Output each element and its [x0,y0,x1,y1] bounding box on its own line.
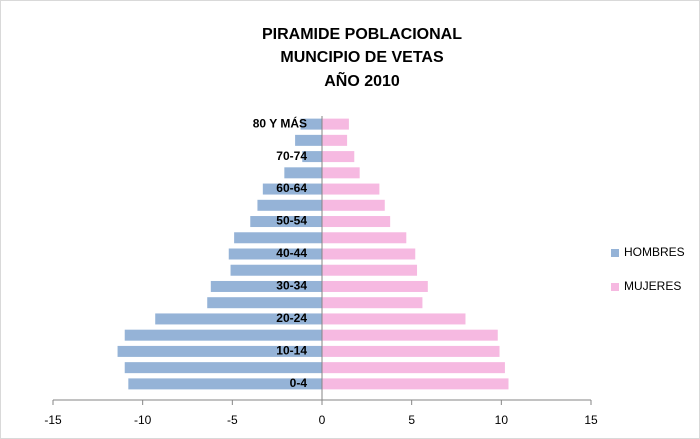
x-tick-label: -10 [134,413,152,427]
x-tick-label: -5 [227,413,238,427]
legend-label: HOMBRES [624,245,685,259]
bar [302,151,322,163]
bar [322,329,498,341]
bar [322,151,355,163]
legend-swatch [611,249,619,257]
bar [322,248,416,260]
bar [250,216,322,228]
bar [284,167,322,179]
chart-title: PIRAMIDE POBLACIONAL [262,26,462,43]
bar [207,297,322,309]
bar [322,280,428,292]
bar [322,345,500,357]
bar [322,199,385,211]
legend-swatch [611,283,619,291]
category-label: 40-44 [276,246,307,260]
x-tick-label: 10 [495,413,509,427]
bar [262,183,322,195]
x-tick-label: 15 [584,413,598,427]
category-label: 0-4 [290,376,308,390]
category-label: 70-74 [276,149,307,163]
bar [300,118,322,130]
category-label: 50-54 [276,214,307,228]
bar [322,134,348,146]
bar [322,216,391,228]
category-label: 20-24 [276,311,307,325]
legend-label: MUJERES [624,279,681,293]
bar [117,345,322,357]
bar [230,264,322,276]
x-tick-label: 5 [408,413,415,427]
category-label: 60-64 [276,181,307,195]
bar [295,134,322,146]
bar [322,362,505,374]
bar [322,118,349,130]
chart-title: MUNCIPIO DE VETAS [280,49,444,66]
category-label: 80 Y MÁS [253,115,307,130]
x-tick-label: -15 [44,413,62,427]
bar [322,378,509,390]
bar [322,297,423,309]
bar [322,232,407,244]
chart-title: AÑO 2010 [324,70,400,90]
x-tick-label: 0 [319,413,326,427]
bar [322,313,466,325]
bar [124,362,322,374]
bar [124,329,322,341]
bar [155,313,322,325]
category-label: 30-34 [276,279,307,293]
bar [128,378,322,390]
bar [322,167,360,179]
category-label: 10-14 [276,344,307,358]
bar [228,248,322,260]
bar [322,264,418,276]
bar [257,199,322,211]
bar [322,183,380,195]
bar [234,232,322,244]
bar [210,280,322,292]
